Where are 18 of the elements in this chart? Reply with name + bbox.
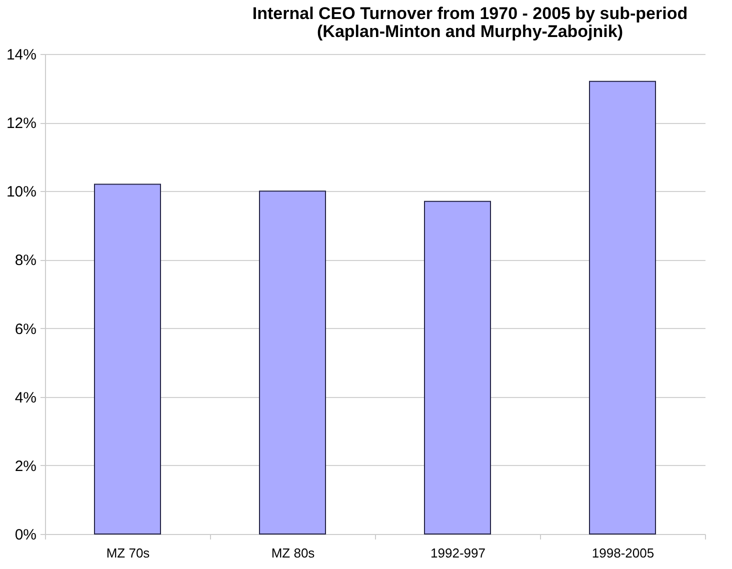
x-tick-label: MZ 70s xyxy=(106,546,150,560)
bar xyxy=(424,200,491,534)
bar xyxy=(259,190,326,534)
y-tick-label: 8% xyxy=(14,252,36,270)
y-tick-label: 4% xyxy=(14,389,36,406)
y-tick-label: 12% xyxy=(6,115,36,132)
x-tick-label: 1992-997 xyxy=(430,546,486,560)
y-tick-label: 0% xyxy=(14,526,36,544)
y-tick-label: 6% xyxy=(14,320,36,338)
chart-subtitle: (Kaplan-Minton and Murphy-Zabojnik) xyxy=(317,22,623,41)
y-tick-label: 2% xyxy=(14,458,36,475)
x-tick-label: 1998-2005 xyxy=(592,546,654,560)
x-tick-label: MZ 80s xyxy=(271,546,316,560)
bar xyxy=(94,184,161,534)
bar xyxy=(589,80,656,534)
y-tick-label: 10% xyxy=(6,184,36,201)
y-tick-label: 14% xyxy=(6,46,36,64)
chart-title: Internal CEO Turnover from 1970 - 2005 by sub-period xyxy=(252,4,688,23)
